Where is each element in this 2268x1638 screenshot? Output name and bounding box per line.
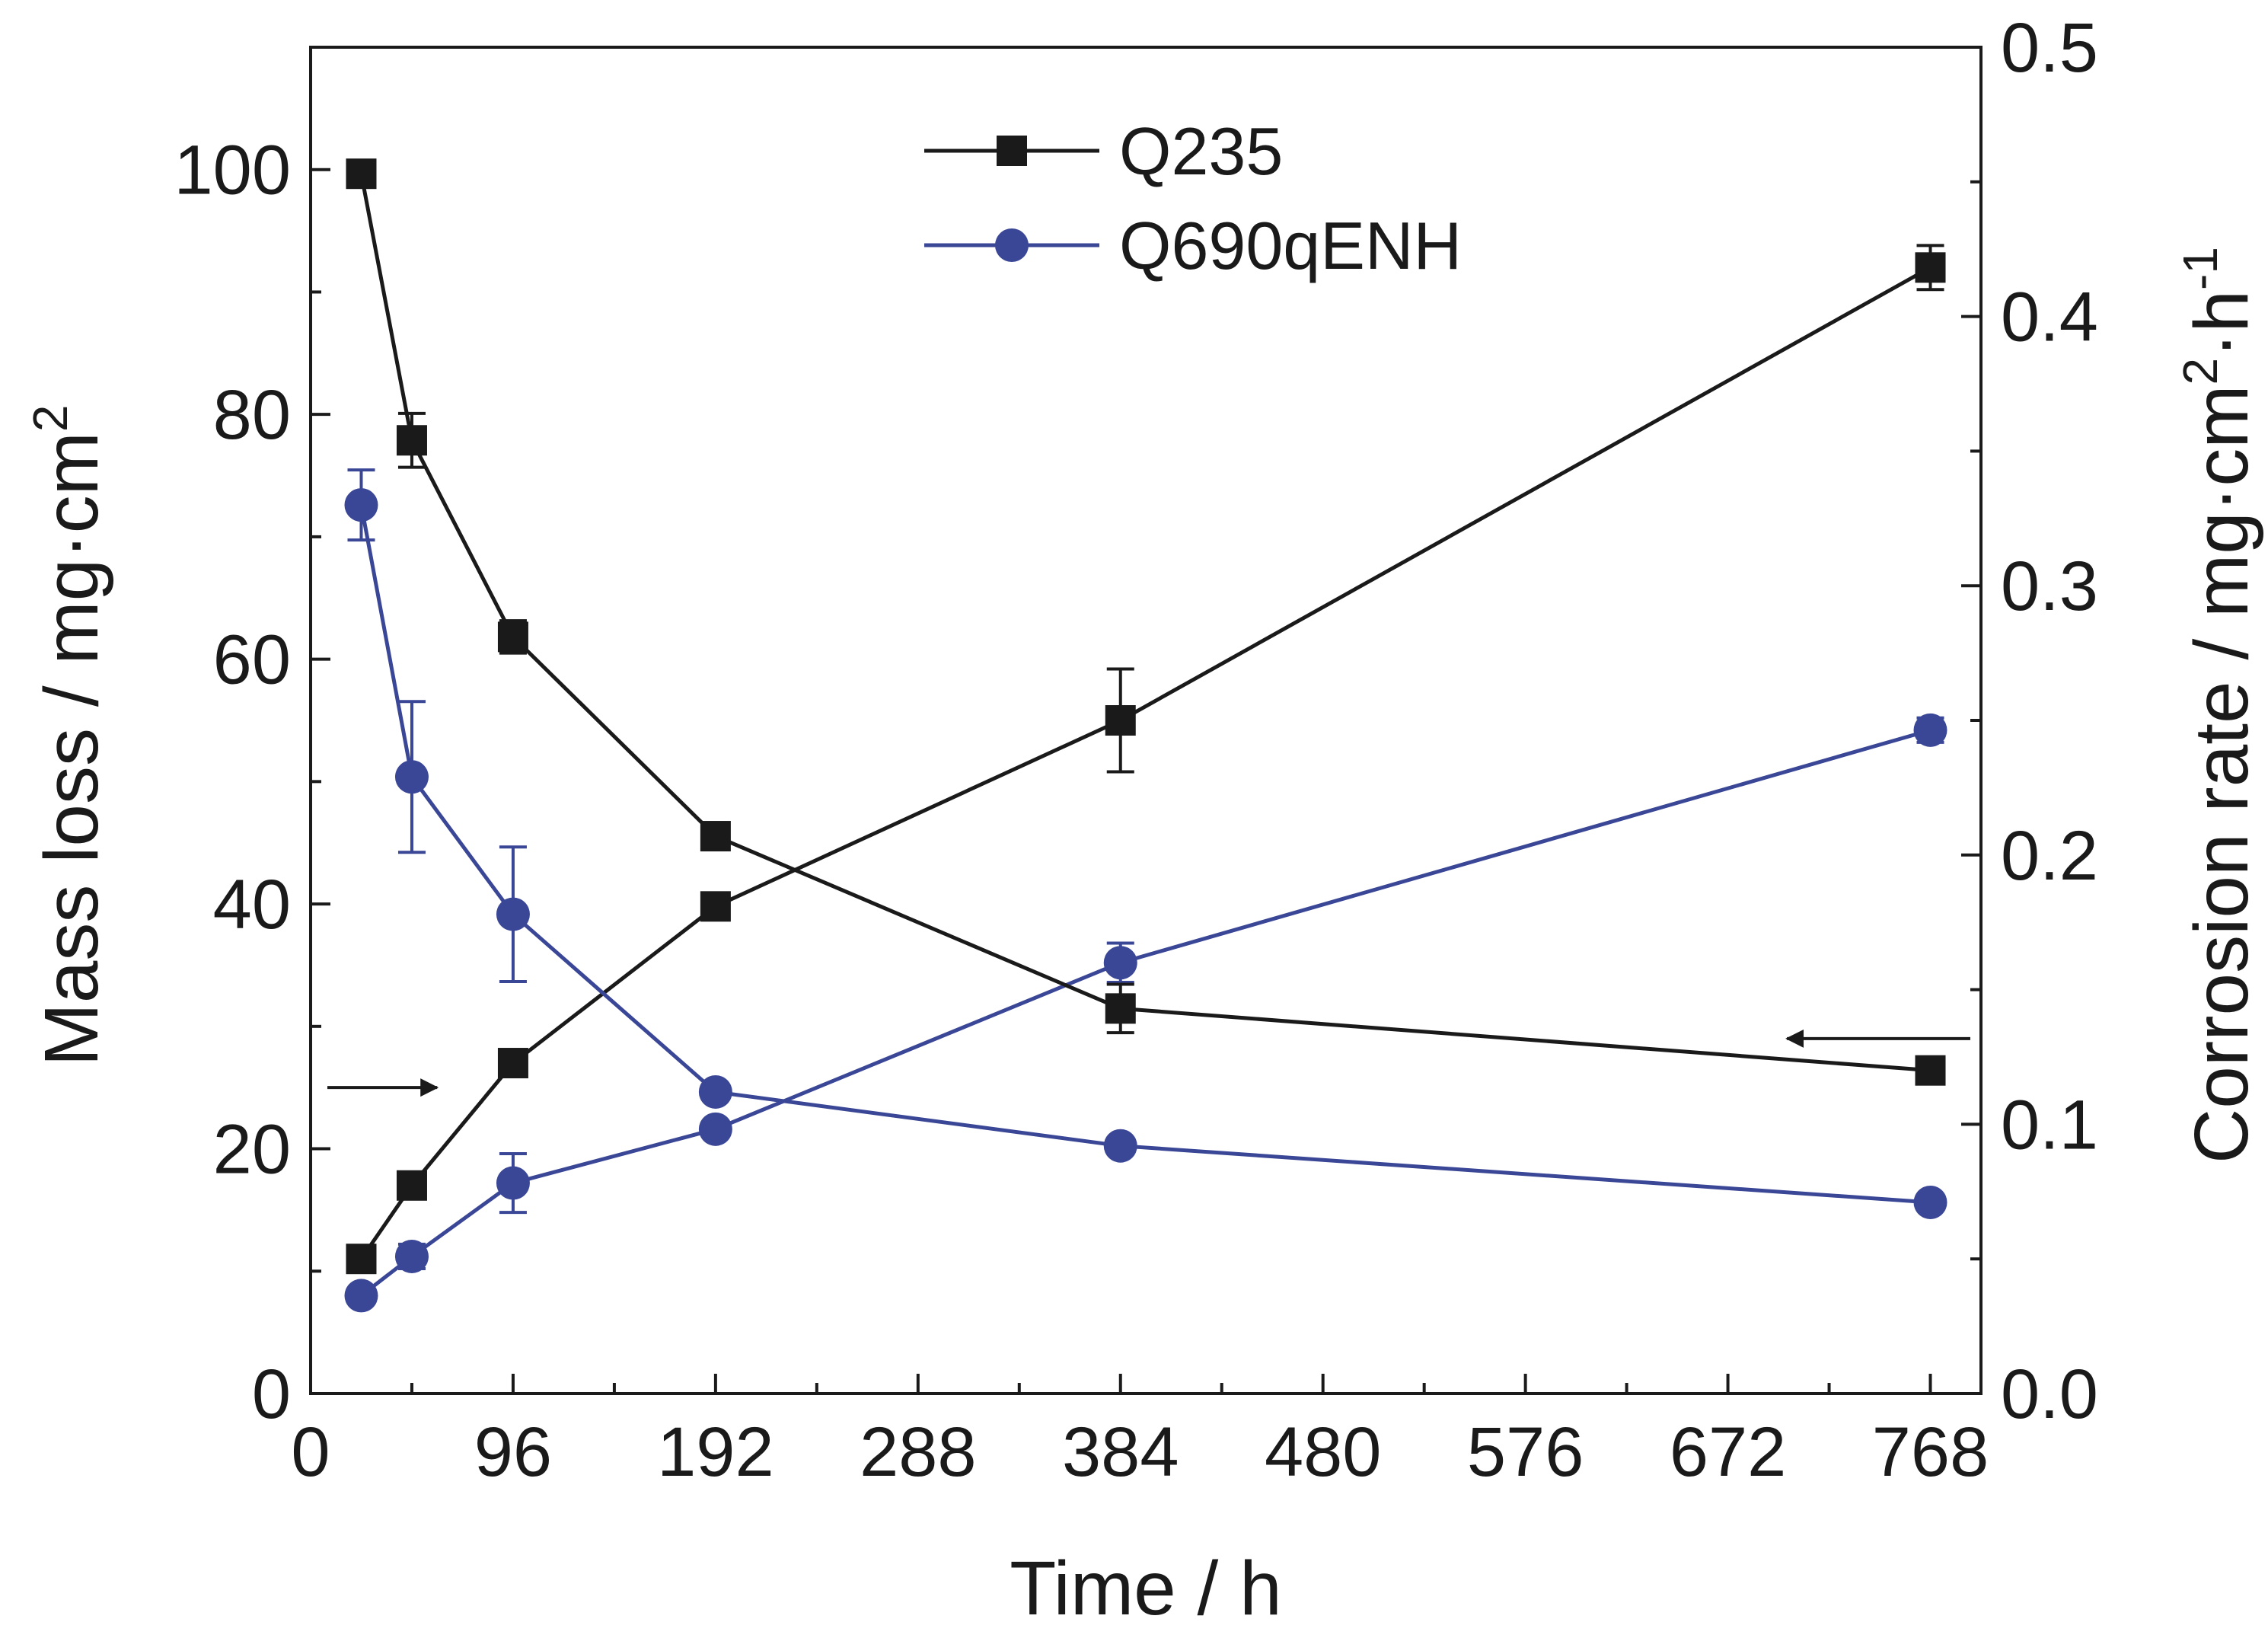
x-tick-label: 192	[657, 1413, 774, 1491]
legend-label-q690qenh: Q690qENH	[1119, 208, 1462, 283]
y-right-axis-title-text: Corrosion rate / mg·cm	[2179, 385, 2264, 1163]
legend-marker-q235	[997, 136, 1027, 166]
data-point-circle	[1913, 1185, 1947, 1219]
x-tick-label: 768	[1872, 1413, 1989, 1491]
legend: Q235 Q690qENH	[924, 113, 1462, 283]
series-line	[359, 173, 1931, 1073]
data-point-circle	[1913, 713, 1947, 747]
data-point-circle	[496, 1166, 530, 1200]
x-axis-title: Time / h	[1010, 1546, 1281, 1631]
y-left-axis-title-text: Mass loss / mg·cm	[29, 432, 114, 1066]
data-point-square	[346, 1244, 377, 1275]
y-left-axis-title: Mass loss / mg·cm2	[23, 405, 114, 1067]
data-point-square	[396, 1170, 427, 1201]
x-tick-label: 384	[1062, 1413, 1179, 1491]
data-point-square	[1915, 1055, 1946, 1086]
data-point-circle	[344, 488, 378, 522]
data-point-circle	[1103, 946, 1137, 980]
data-point-square	[396, 425, 427, 456]
data-point-circle	[496, 897, 530, 931]
data-point-square	[1105, 993, 1136, 1024]
y-right-tick-label: 0.5	[2001, 9, 2098, 87]
y-right-tick-label: 0.1	[2001, 1086, 2098, 1164]
y-left-tick-label: 0	[252, 1355, 291, 1433]
x-tick-label: 672	[1670, 1413, 1787, 1491]
legend-marker-q690qenh	[995, 228, 1029, 262]
legend-label-q235: Q235	[1119, 113, 1283, 189]
data-point-square	[700, 821, 731, 852]
x-tick-label: 0	[291, 1413, 330, 1491]
x-axis-ticks: 0 96 192 288 384 480 576 672 768	[291, 1374, 1989, 1491]
data-point-square	[700, 891, 731, 922]
y-right-axis-title-mid: ·h	[2179, 290, 2264, 358]
y-right-axis-title: Corrosion rate / mg·cm2·h-1	[2173, 247, 2264, 1164]
data-point-circle	[394, 1239, 429, 1273]
data-point-square	[497, 621, 528, 653]
y-right-axis-ticks: 0.0 0.1 0.2 0.3 0.4 0.5	[1961, 9, 2098, 1433]
y-left-tick-label: 60	[213, 621, 291, 699]
series-layer	[344, 158, 1947, 1313]
y-left-axis-ticks: 0 20 40 60 80 100	[174, 132, 330, 1433]
series-line	[359, 504, 1931, 1205]
data-point-circle	[698, 1112, 732, 1146]
y-right-tick-label: 0.3	[2001, 548, 2098, 625]
y-right-tick-label: 0.4	[2001, 279, 2098, 356]
data-point-square	[497, 1048, 528, 1079]
y-left-tick-label: 20	[213, 1111, 291, 1189]
x-tick-label: 576	[1467, 1413, 1584, 1491]
data-point-circle	[344, 1279, 378, 1313]
y-right-axis-title-superscript-2: -1	[2173, 247, 2228, 290]
data-point-circle	[394, 760, 429, 794]
data-point-square	[1105, 705, 1136, 736]
y-left-tick-label: 40	[213, 866, 291, 944]
x-tick-label: 480	[1265, 1413, 1382, 1491]
data-point-circle	[698, 1074, 732, 1109]
y-left-axis-title-superscript: 2	[23, 405, 78, 433]
x-tick-label: 96	[474, 1413, 552, 1491]
y-right-axis-title-superscript-1: 2	[2173, 358, 2228, 385]
data-point-square	[1915, 252, 1946, 283]
y-right-tick-label: 0.2	[2001, 817, 2098, 895]
x-tick-label: 288	[860, 1413, 977, 1491]
data-point-circle	[1103, 1129, 1137, 1163]
series-line	[359, 266, 1931, 1260]
series-line	[359, 728, 1931, 1298]
data-point-square	[346, 158, 377, 190]
y-left-tick-label: 80	[213, 376, 291, 454]
y-right-tick-label: 0.0	[2001, 1355, 2098, 1433]
y-left-tick-label: 100	[174, 132, 292, 209]
